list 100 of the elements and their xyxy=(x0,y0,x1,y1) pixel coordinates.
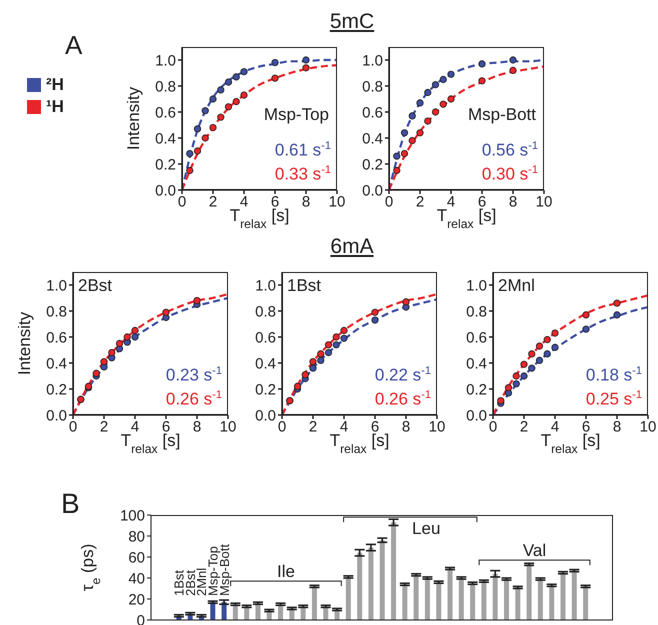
bar xyxy=(391,522,396,620)
point xyxy=(194,125,202,132)
y-tick-label: 40 xyxy=(128,570,145,588)
point xyxy=(440,76,447,84)
annotation: Msp-Top xyxy=(264,105,329,124)
point xyxy=(217,86,224,94)
point xyxy=(509,56,517,64)
point xyxy=(613,300,621,307)
point xyxy=(402,298,410,306)
point xyxy=(302,64,310,72)
point xyxy=(186,166,194,174)
point xyxy=(447,70,455,78)
point xyxy=(408,112,416,120)
point xyxy=(371,316,379,324)
point xyxy=(232,73,240,80)
y-tick-label: 0.2 xyxy=(255,381,276,398)
point xyxy=(447,95,455,103)
point xyxy=(416,129,424,136)
point xyxy=(497,397,504,404)
x-tick-label: 2 xyxy=(416,194,424,211)
y-tick-label: 20 xyxy=(128,591,145,608)
annotation: 0.25 s$^{-1}$ xyxy=(586,389,642,409)
y-tick-label: 0.0 xyxy=(46,407,67,424)
y-tick-label: 80 xyxy=(128,528,145,546)
y-tick-label: 1.0 xyxy=(362,52,383,70)
y-tick-label: 0.4 xyxy=(255,355,276,372)
point xyxy=(432,81,440,88)
y-tick-label: 0.2 xyxy=(46,381,67,398)
y-tick-label: 0.0 xyxy=(155,182,176,200)
point xyxy=(504,384,512,392)
y-tick-label: 0.8 xyxy=(255,303,276,320)
point xyxy=(416,99,424,106)
point xyxy=(309,364,317,372)
y-tick-label: 0.0 xyxy=(466,407,487,424)
bar xyxy=(346,576,351,620)
point xyxy=(224,78,232,86)
annotation: 1Bst xyxy=(287,276,322,295)
text: B xyxy=(61,488,80,519)
y-tick-label: 0.4 xyxy=(362,130,383,148)
bar xyxy=(504,579,510,620)
annotation: 0.33 s$^{-1}$ xyxy=(274,164,331,184)
point xyxy=(551,344,559,351)
bar xyxy=(549,585,554,620)
point xyxy=(544,350,551,358)
point xyxy=(294,382,302,390)
legend-label: ²H xyxy=(46,75,64,94)
bar xyxy=(572,570,577,620)
point xyxy=(520,372,528,380)
y-tick-label: 0.0 xyxy=(255,407,276,424)
x-tick-label: 8 xyxy=(508,194,518,211)
bar xyxy=(448,568,453,620)
annotation: Ile xyxy=(276,562,295,582)
point xyxy=(520,360,528,368)
point xyxy=(317,356,324,364)
x-tick-label: 8 xyxy=(302,194,310,211)
annotation: 0.23 s$^{-1}$ xyxy=(166,365,222,385)
x-tick-label: 2 xyxy=(520,418,528,436)
point xyxy=(371,308,379,316)
bar xyxy=(414,574,419,620)
point xyxy=(551,330,559,337)
y-tick-label: 0.4 xyxy=(46,355,67,372)
annotation: 0.22 s$^{-1}$ xyxy=(374,365,431,385)
y-tick-label: 0.6 xyxy=(466,329,487,346)
annotation: Val xyxy=(522,541,546,560)
annotation: Msp-Bott xyxy=(468,105,536,124)
bar xyxy=(312,586,317,620)
y-tick-label: 0.2 xyxy=(466,381,487,398)
y-tick-label: 0.6 xyxy=(255,329,276,346)
x-tick-label: 8 xyxy=(192,418,202,436)
bar xyxy=(481,581,486,620)
point xyxy=(478,77,486,84)
point xyxy=(512,372,520,380)
point xyxy=(324,349,332,356)
bar xyxy=(470,583,476,620)
x-tick-label: 10 xyxy=(220,418,236,436)
point xyxy=(424,88,432,96)
x-tick-label: 8 xyxy=(612,418,622,436)
point xyxy=(162,308,170,316)
point xyxy=(217,114,224,121)
bar xyxy=(526,564,532,620)
x-tick-label: 10 xyxy=(536,194,552,211)
point xyxy=(393,166,400,174)
y-tick-label: 0.6 xyxy=(46,329,67,346)
y-tick-label: 60 xyxy=(128,549,145,566)
point xyxy=(194,147,202,155)
annotation: 0.30 s$^{-1}$ xyxy=(482,164,538,184)
point xyxy=(193,297,201,304)
point xyxy=(116,340,124,348)
point xyxy=(324,341,332,348)
point xyxy=(424,118,432,125)
y-tick-label: 0.4 xyxy=(466,355,487,372)
point xyxy=(240,92,248,99)
chart-title: 5mC xyxy=(330,10,374,33)
point xyxy=(92,370,100,377)
point xyxy=(202,134,209,142)
point xyxy=(186,150,194,158)
point xyxy=(544,336,551,344)
y-tick-label: 0.8 xyxy=(155,78,176,96)
bar xyxy=(380,540,385,620)
point xyxy=(340,326,348,334)
